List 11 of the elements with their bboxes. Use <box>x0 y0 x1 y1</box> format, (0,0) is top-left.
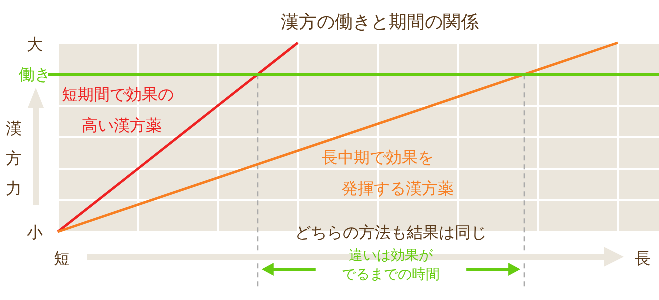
text: 違いは効果がでるまでの時間 <box>342 248 440 283</box>
y-axis-title: 漢方力 <box>6 119 22 198</box>
text: 短 <box>54 249 70 268</box>
text: 大 <box>27 35 43 54</box>
series-label: 短期間で効果の高い漢方薬 <box>62 85 174 135</box>
text: 小 <box>27 223 43 242</box>
text: 長 <box>635 249 651 268</box>
chart-title: 漢方の働きと期間の関係 <box>281 12 479 33</box>
ref-line-label: 働き <box>19 65 51 84</box>
series-label: 長中期で効果を発揮する漢方薬 <box>322 148 454 198</box>
annotation: どちらの方法も結果は同じ <box>295 223 487 242</box>
